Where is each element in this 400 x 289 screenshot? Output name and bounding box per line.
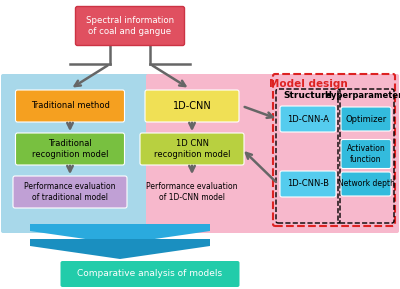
Text: Activation
function: Activation function <box>347 144 385 164</box>
Text: Spectral information
of coal and gangue: Spectral information of coal and gangue <box>86 16 174 36</box>
FancyBboxPatch shape <box>76 6 184 45</box>
FancyBboxPatch shape <box>280 171 336 197</box>
FancyBboxPatch shape <box>13 176 127 208</box>
FancyBboxPatch shape <box>341 107 391 131</box>
FancyBboxPatch shape <box>145 90 239 122</box>
FancyBboxPatch shape <box>341 140 391 168</box>
FancyBboxPatch shape <box>16 90 124 122</box>
Text: Performance evaluation
of 1D-CNN model: Performance evaluation of 1D-CNN model <box>146 182 238 202</box>
FancyBboxPatch shape <box>140 133 244 165</box>
Text: Model design: Model design <box>269 79 347 89</box>
Text: Comparative analysis of models: Comparative analysis of models <box>78 270 222 279</box>
Polygon shape <box>30 239 210 259</box>
FancyBboxPatch shape <box>146 74 399 233</box>
FancyBboxPatch shape <box>341 172 391 196</box>
Text: 1D-CNN-B: 1D-CNN-B <box>287 179 329 188</box>
Text: Traditional method: Traditional method <box>30 101 110 110</box>
Text: 1D-CNN: 1D-CNN <box>173 101 211 111</box>
Text: 1D CNN
recognition model: 1D CNN recognition model <box>154 139 230 159</box>
FancyBboxPatch shape <box>280 106 336 132</box>
Text: Optimizer: Optimizer <box>345 114 387 123</box>
Text: Network depth: Network depth <box>338 179 394 188</box>
Text: Traditional
recognition model: Traditional recognition model <box>32 139 108 159</box>
FancyBboxPatch shape <box>16 133 124 165</box>
FancyBboxPatch shape <box>1 74 150 233</box>
Text: Hyperparameters: Hyperparameters <box>324 92 400 101</box>
Text: Structure: Structure <box>284 92 332 101</box>
Polygon shape <box>30 224 210 244</box>
FancyBboxPatch shape <box>60 261 240 287</box>
Text: 1D-CNN-A: 1D-CNN-A <box>287 114 329 123</box>
Text: Performance evaluation
of traditional model: Performance evaluation of traditional mo… <box>24 182 116 202</box>
